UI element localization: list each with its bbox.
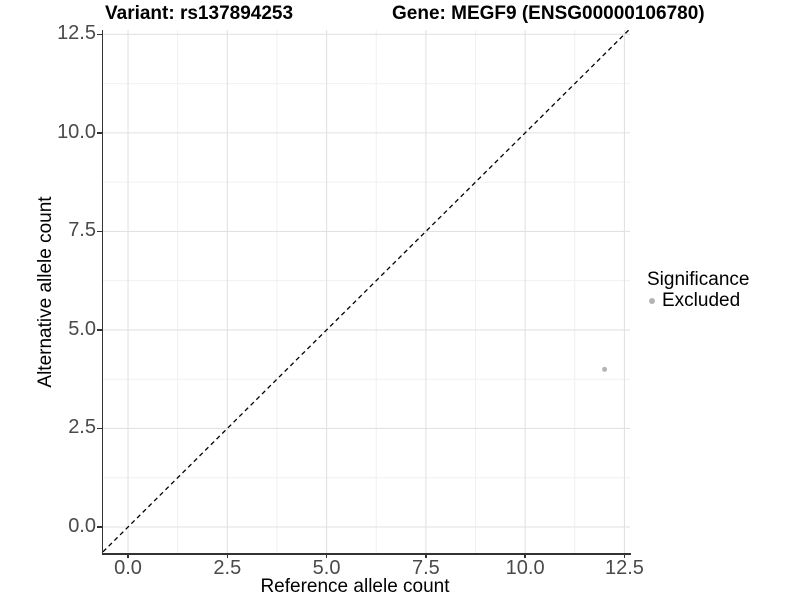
y-tick-mark xyxy=(97,132,103,134)
x-tick-label: 12.5 xyxy=(604,557,644,579)
plot-panel xyxy=(102,29,630,553)
data-point xyxy=(602,366,608,372)
legend-title: Significance xyxy=(647,269,750,290)
y-tick-label: 10.0 xyxy=(57,120,96,143)
x-tick-mark xyxy=(524,553,526,558)
legend-item-excluded: Excluded xyxy=(649,290,740,312)
plot-title-gene: Gene: MEGF9 (ENSG00000106780) xyxy=(392,3,705,24)
x-tick-mark xyxy=(226,553,228,558)
y-tick-label: 7.5 xyxy=(68,219,96,242)
y-tick-label: 12.5 xyxy=(57,22,96,45)
plot-title-variant: Variant: rs137894253 xyxy=(105,3,294,24)
legend-item-label: Excluded xyxy=(662,290,741,311)
legend-key-dot-icon xyxy=(649,298,655,304)
x-tick-label: 2.5 xyxy=(213,557,242,579)
y-tick-mark xyxy=(97,526,103,528)
x-tick-mark xyxy=(425,553,427,558)
y-tick-mark xyxy=(97,33,103,36)
x-tick-label: 7.5 xyxy=(411,557,440,579)
x-tick-label: 0.0 xyxy=(114,557,142,579)
identity-line xyxy=(102,29,630,553)
y-tick-label: 5.0 xyxy=(68,317,96,340)
x-axis-line xyxy=(101,553,631,555)
y-axis-line xyxy=(101,30,103,555)
plot-panel-canvas xyxy=(102,29,630,553)
x-tick-mark xyxy=(623,553,626,558)
x-tick-label: 10.0 xyxy=(505,557,545,579)
y-tick-label: 2.5 xyxy=(68,416,96,439)
x-tick-label: 5.0 xyxy=(312,557,341,579)
y-tick-mark xyxy=(97,427,103,430)
legend: Significance xyxy=(647,269,749,291)
x-tick-mark xyxy=(127,553,129,558)
x-tick-mark xyxy=(325,553,328,558)
y-tick-label: 0.0 xyxy=(68,514,96,537)
y-tick-mark xyxy=(97,230,103,233)
x-axis-title: Reference allele count xyxy=(260,576,450,597)
y-tick-mark xyxy=(97,329,103,331)
